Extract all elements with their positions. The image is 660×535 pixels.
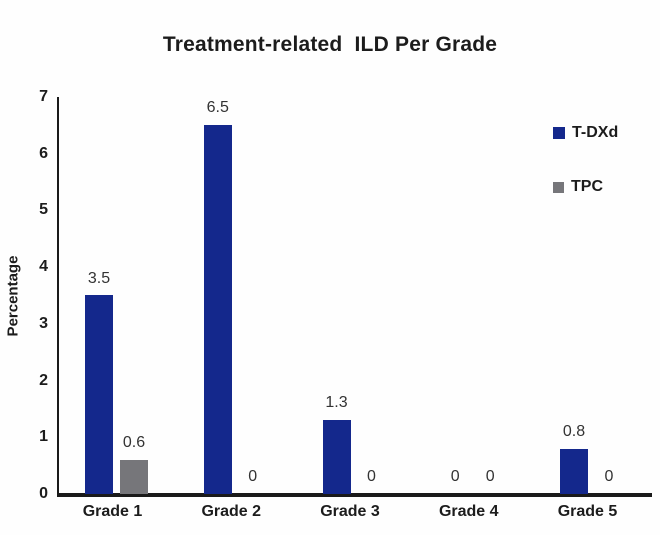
x-label-grade-1: Grade 1 bbox=[82, 503, 143, 520]
y-tick-label-4: 4 bbox=[39, 258, 48, 276]
value-label-t-dxd-grade-3: 1.3 bbox=[325, 394, 348, 412]
legend-item-tpc: TPC bbox=[553, 178, 618, 196]
value-label-tpc-grade-3: 0 bbox=[367, 468, 376, 485]
value-label-tpc-grade-1: 0.6 bbox=[122, 433, 146, 451]
y-tick-label-1: 1 bbox=[39, 428, 48, 446]
bar-t-dxd-grade-1 bbox=[85, 295, 113, 494]
y-tick-label-7: 7 bbox=[39, 88, 48, 105]
legend: T-DXd TPC bbox=[553, 124, 618, 196]
chart-title: Treatment-related ILD Per Grade bbox=[162, 33, 498, 56]
value-label-t-dxd-grade-1: 3.5 bbox=[87, 269, 111, 287]
bar-t-dxd-grade-3 bbox=[322, 420, 351, 494]
value-label-tpc-grade-2: 0 bbox=[248, 468, 258, 485]
value-label-t-dxd-grade-5: 0.8 bbox=[562, 422, 586, 440]
x-label-grade-2: Grade 2 bbox=[201, 503, 262, 520]
t-dxd-swatch-icon bbox=[553, 127, 565, 139]
x-label-grade-5: Grade 5 bbox=[557, 503, 618, 520]
y-tick-label-0: 0 bbox=[39, 485, 48, 502]
tpc-swatch-icon bbox=[553, 181, 564, 193]
x-label-grade-3: Grade 3 bbox=[320, 503, 380, 520]
value-label-t-dxd-grade-2: 6.5 bbox=[206, 99, 229, 117]
y-axis-line bbox=[57, 97, 59, 494]
legend-item-t-dxd: T-DXd bbox=[553, 124, 618, 142]
value-label-t-dxd-grade-4: 0 bbox=[450, 468, 460, 485]
legend-label-t-dxd: T-DXd bbox=[572, 124, 619, 141]
y-tick-label-6: 6 bbox=[39, 144, 48, 162]
value-label-tpc-grade-4: 0 bbox=[485, 468, 495, 485]
y-tick-label-2: 2 bbox=[39, 371, 48, 389]
bar-t-dxd-grade-5 bbox=[560, 449, 588, 494]
y-tick-label-5: 5 bbox=[39, 201, 48, 219]
value-label-tpc-grade-5: 0 bbox=[604, 468, 614, 485]
x-axis-line bbox=[57, 493, 652, 497]
legend-label-tpc: TPC bbox=[571, 178, 603, 195]
x-label-grade-4: Grade 4 bbox=[438, 503, 499, 520]
bar-tpc-grade-1 bbox=[120, 460, 148, 494]
bar-t-dxd-grade-2 bbox=[203, 125, 232, 494]
y-tick-label-3: 3 bbox=[39, 314, 48, 332]
